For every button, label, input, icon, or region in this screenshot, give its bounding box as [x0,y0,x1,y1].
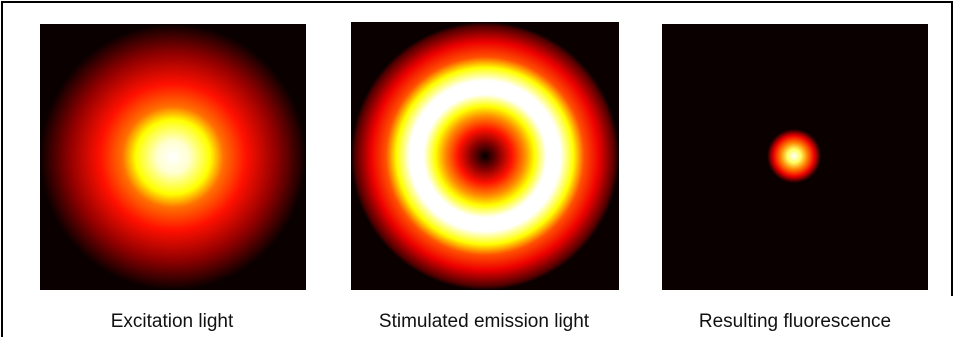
caption: Excitation light [111,311,234,332]
excitation-spot [40,24,306,290]
caption: Resulting fluorescence [699,311,891,332]
figure: Excitation light Stimulated emission lig… [0,0,956,337]
fluorescence-spot [767,129,821,183]
caption: Stimulated emission light [379,311,590,332]
panel-stimulated-emission: Stimulated emission light [351,22,619,332]
panel-fluorescence: Resulting fluorescence [662,24,928,332]
donut-spot [351,22,619,290]
panel-excitation: Excitation light [40,24,306,332]
